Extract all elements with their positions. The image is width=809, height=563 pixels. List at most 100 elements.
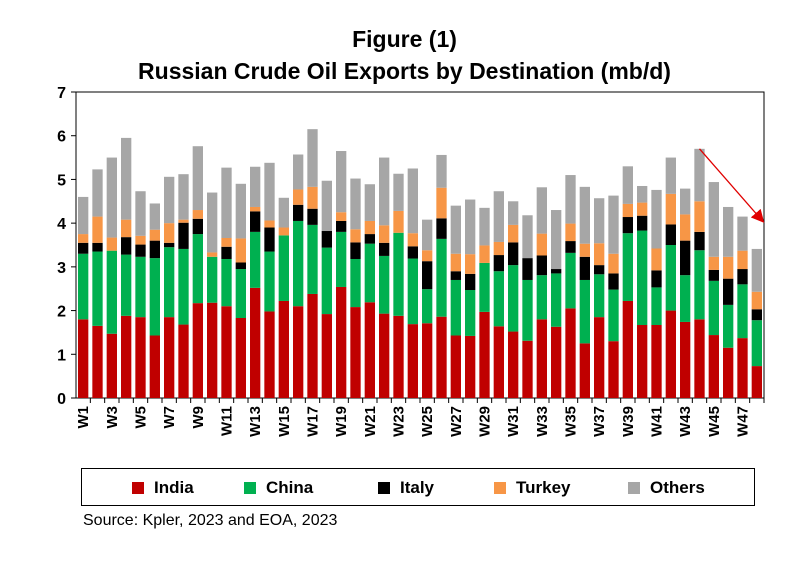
bar-w43-italy bbox=[680, 240, 691, 276]
source-note: Source: Kpler, 2023 and EOA, 2023 bbox=[83, 512, 338, 529]
bar-w15-india bbox=[278, 300, 289, 398]
bar-w31-turkey bbox=[508, 224, 519, 243]
bar-w27-india bbox=[450, 335, 461, 398]
bar-w48-china bbox=[751, 320, 762, 367]
bar-w43-others bbox=[680, 188, 691, 215]
bar-w19-china bbox=[336, 231, 347, 287]
bar-w19-india bbox=[336, 286, 347, 398]
bar-w38-china bbox=[608, 289, 619, 342]
bar-w17-turkey bbox=[307, 186, 318, 209]
bar-w13-others bbox=[250, 166, 261, 207]
bar-w19-italy bbox=[336, 220, 347, 232]
bar-w21-italy bbox=[364, 234, 375, 244]
bar-w31-italy bbox=[508, 242, 519, 266]
stacked-bar-chart: 0 1 2 3 4 5 6 7 W1 W3 W5 W7 W9 W11 W13 W15 W17 W19 W21 W23 W… bbox=[57, 85, 765, 437]
bar-w27-italy bbox=[450, 271, 461, 280]
bar-w3-china bbox=[106, 250, 117, 334]
bar-w42-china bbox=[665, 245, 676, 311]
bar-w22-india bbox=[379, 313, 390, 398]
bar-w1-others bbox=[78, 196, 89, 235]
bar-w30-china bbox=[493, 271, 504, 327]
bar-w41-others bbox=[651, 189, 662, 249]
legend-swatch-others bbox=[628, 482, 640, 494]
bar-w24-italy bbox=[407, 246, 418, 259]
bar-w31-china bbox=[508, 265, 519, 332]
y-tick-label-4: 4 bbox=[57, 216, 66, 233]
bar-w12-turkey bbox=[235, 238, 246, 263]
bar-w15-others bbox=[278, 197, 289, 228]
bar-w39-italy bbox=[622, 217, 633, 234]
figure-number: Figure (1) bbox=[352, 26, 457, 52]
bar-w2-china bbox=[92, 251, 103, 326]
bar-w28-turkey bbox=[465, 254, 476, 274]
bar-w45-others bbox=[708, 182, 719, 257]
y-tick-label-6: 6 bbox=[57, 129, 66, 146]
bar-w17-others bbox=[307, 129, 318, 187]
bar-w48-india bbox=[751, 366, 762, 398]
bar-w25-turkey bbox=[422, 250, 433, 262]
bar-w5-china bbox=[135, 256, 146, 318]
bar-w8-italy bbox=[178, 222, 189, 249]
bar-w7-china bbox=[164, 247, 175, 318]
bar-w35-india bbox=[565, 308, 576, 398]
bar-w24-china bbox=[407, 258, 418, 325]
bar-w34-italy bbox=[551, 269, 562, 274]
bar-w28-china bbox=[465, 290, 476, 336]
bar-w4-italy bbox=[121, 237, 132, 255]
bar-w17-china bbox=[307, 224, 318, 294]
x-tick-label-w17: W17 bbox=[305, 406, 322, 437]
bar-w45-india bbox=[708, 335, 719, 398]
bar-w23-india bbox=[393, 315, 404, 398]
bar-w24-india bbox=[407, 324, 418, 398]
x-tick-label-w47: W47 bbox=[735, 406, 752, 437]
bar-w9-turkey bbox=[192, 210, 203, 219]
bar-w2-others bbox=[92, 169, 103, 217]
bar-w3-turkey bbox=[106, 237, 117, 251]
x-tick-label-w23: W23 bbox=[391, 406, 408, 437]
bar-w9-others bbox=[192, 146, 203, 211]
legend-label-others: Others bbox=[650, 478, 705, 497]
bar-w34-china bbox=[551, 273, 562, 327]
bar-w12-india bbox=[235, 318, 246, 398]
x-tick-label-w27: W27 bbox=[448, 406, 465, 437]
bar-w20-turkey bbox=[350, 229, 361, 243]
bar-w45-italy bbox=[708, 269, 719, 281]
bar-w29-china bbox=[479, 262, 490, 312]
bar-w47-china bbox=[737, 284, 748, 339]
bar-w4-turkey bbox=[121, 219, 132, 238]
bar-w27-others bbox=[450, 205, 461, 254]
legend-swatch-italy bbox=[378, 482, 390, 494]
bar-w28-italy bbox=[465, 273, 476, 291]
bar-w12-italy bbox=[235, 262, 246, 270]
bar-w21-turkey bbox=[364, 220, 375, 235]
x-tick-label-w37: W37 bbox=[591, 406, 608, 437]
bar-w37-india bbox=[594, 317, 605, 398]
bar-w39-china bbox=[622, 233, 633, 301]
bar-w23-others bbox=[393, 173, 404, 211]
bar-w13-china bbox=[250, 231, 261, 288]
legend-swatch-china bbox=[244, 482, 256, 494]
x-tick-label-w7: W7 bbox=[161, 406, 178, 429]
legend-label-china: China bbox=[266, 478, 314, 497]
plot-area: 0 1 2 3 4 5 6 7 W1 W3 W5 W7 W9 W11 W13 W15 W17 W19 W21 W23 W… bbox=[57, 85, 765, 437]
bar-w37-china bbox=[594, 274, 605, 318]
bar-w38-italy bbox=[608, 273, 619, 290]
bar-w35-turkey bbox=[565, 223, 576, 242]
bar-w25-italy bbox=[422, 261, 433, 290]
bar-w14-others bbox=[264, 162, 275, 221]
bar-w47-india bbox=[737, 338, 748, 398]
x-tick-label-w25: W25 bbox=[419, 406, 436, 437]
bar-w20-italy bbox=[350, 242, 361, 259]
x-tick-label-w1: W1 bbox=[75, 406, 92, 429]
bar-w13-turkey bbox=[250, 206, 261, 212]
bar-w38-others bbox=[608, 195, 619, 254]
legend-label-turkey: Turkey bbox=[516, 478, 571, 497]
bar-w21-china bbox=[364, 243, 375, 303]
bar-w46-india bbox=[723, 347, 734, 398]
y-tick-label-2: 2 bbox=[57, 304, 66, 321]
bar-w19-turkey bbox=[336, 212, 347, 221]
bar-w40-italy bbox=[637, 215, 648, 231]
bar-w20-others bbox=[350, 178, 361, 230]
legend-label-italy: Italy bbox=[400, 478, 435, 497]
bar-w1-india bbox=[78, 319, 89, 398]
